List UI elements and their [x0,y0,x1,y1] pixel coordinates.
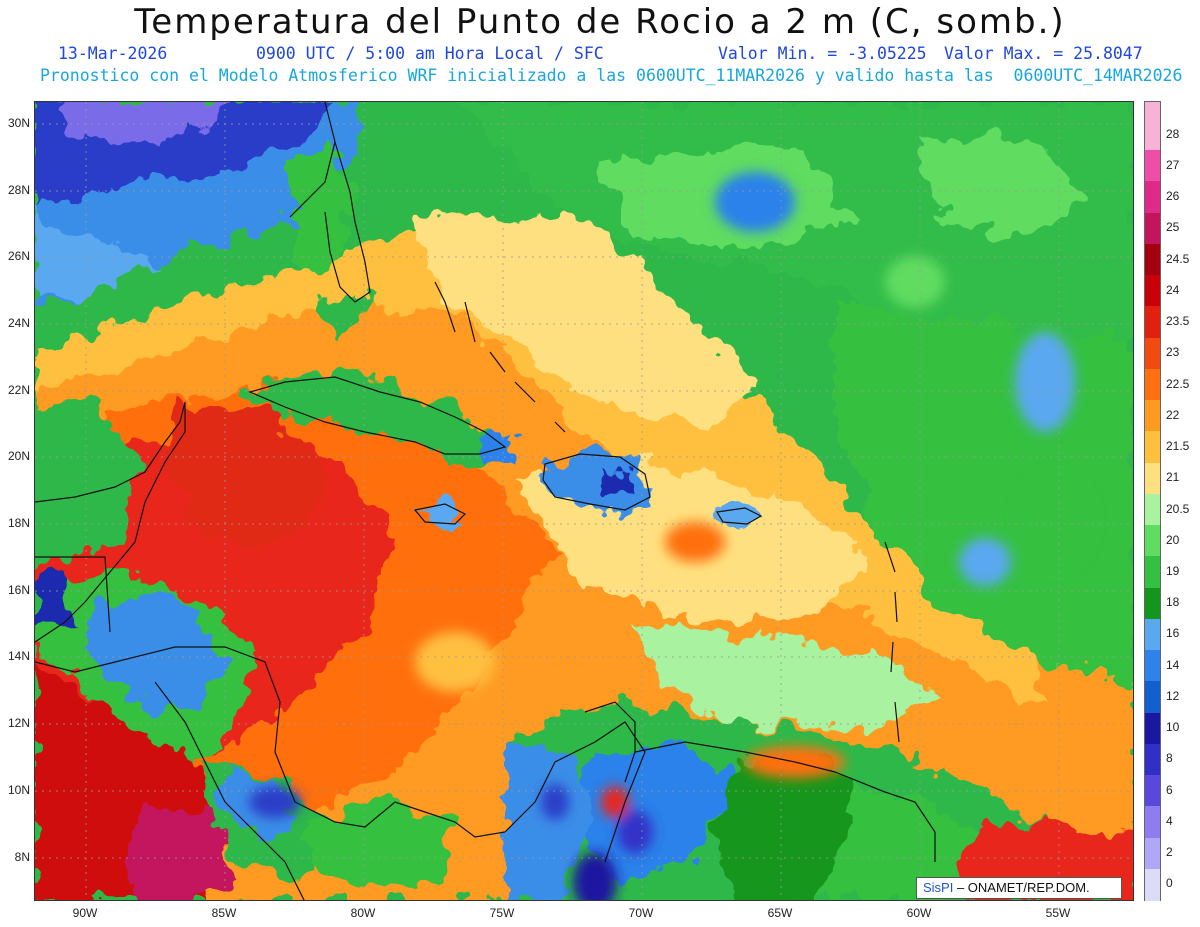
lon-label: 55W [1045,906,1071,920]
lon-label: 60W [906,906,932,920]
lat-label: 26N [7,249,30,263]
credit-box: SisPI – ONAMET/REP.DOM. [916,877,1122,899]
colorbar-label: 25 [1166,220,1180,235]
colorbar-label: 0 [1166,876,1173,891]
colorbar-segment [1145,650,1160,682]
colorbar-label: 26 [1166,189,1180,204]
map-title: Temperatura del Punto de Rocio a 2 m (C,… [134,2,1066,42]
lat-label: 18N [7,516,30,530]
dewpoint-field [35,102,1133,900]
colorbar-segment [1145,618,1160,651]
lat-label: 28N [7,183,30,197]
lat-label: 20N [7,449,30,463]
colorbar-label: 18 [1166,595,1180,610]
lat-label: 12N [7,716,30,730]
lat-lon-grid [35,102,1133,900]
lat-label: 10N [7,783,30,797]
colorbar-segment [1145,306,1160,339]
colorbar-segment [1145,181,1160,214]
lat-label: 24N [7,316,30,330]
map-canvas [35,102,1133,900]
min-value: Valor Min. = -3.05225 [718,44,927,63]
colorbar-label: 12 [1166,688,1180,703]
colorbar-label: 10 [1166,720,1180,735]
lat-label: 22N [7,383,30,397]
colorbar-label: 4 [1166,813,1173,828]
lon-label: 70W [628,906,654,920]
lon-label: 90W [72,906,98,920]
detail-blotches [249,172,1095,900]
colorbar-segment [1145,119,1160,151]
colorbar-segment [1145,275,1160,308]
colorbar-top-segment [1145,102,1160,119]
colorbar-label: 23 [1166,345,1180,360]
lon-label: 80W [350,906,376,920]
dewpoint-map [34,101,1134,901]
credit-org: – ONAMET/REP.DOM. [956,880,1090,895]
colorbar-segment [1145,556,1160,589]
colorbar-label: 24.5 [1166,251,1190,266]
colorbar-segment [1145,212,1160,245]
colorbar-segment [1145,806,1160,839]
colorbar-segment [1145,462,1160,495]
colorbar-label: 21.5 [1166,439,1190,454]
colorbar-segment [1145,712,1160,745]
colorbar-segment [1145,493,1160,526]
colorbar-segment [1145,243,1160,276]
colorbar-label: 19 [1166,563,1180,578]
colorbar-label: 27 [1166,157,1180,172]
lat-label: 16N [7,583,30,597]
colorbar-label: 20.5 [1166,501,1190,516]
colorbar-segment [1145,837,1160,870]
colorbar-label: 20 [1166,532,1180,547]
colorbar-segment [1145,868,1160,901]
lon-label: 65W [767,906,793,920]
valid-time: 0900 UTC / 5:00 am Hora Local / SFC [256,44,604,63]
colorbar-label: 6 [1166,782,1173,797]
colorbar-label: 23.5 [1166,314,1190,329]
colorbar-label: 8 [1166,751,1173,766]
max-value: Valor Max. = 25.8047 [944,44,1143,63]
colorbar-segment [1145,681,1160,714]
lon-label: 85W [211,906,237,920]
colorbar-segment [1145,525,1160,557]
colorbar-segment [1145,337,1160,370]
colorbar-label: 2 [1166,845,1173,860]
colorbar-segment [1145,775,1160,807]
colorbar-label: 22 [1166,407,1180,422]
colorbar-segment [1145,400,1160,432]
colorbar-label: 21 [1166,470,1180,485]
sispi-logo: SisPI [923,880,954,895]
colorbar-segment [1145,150,1160,183]
colorbar-segment [1145,743,1160,776]
colorbar-segment [1145,431,1160,464]
valid-date: 13-Mar-2026 [58,44,168,63]
colorbar-label: 24 [1166,282,1180,297]
lat-label: 14N [7,649,30,663]
coastlines [35,102,936,900]
lat-label: 30N [7,116,30,130]
colorbar-segment [1145,587,1160,620]
lon-label: 75W [489,906,515,920]
colorbar-label: 16 [1166,626,1180,641]
lat-label: 8N [14,850,30,864]
colorbar-label: 28 [1166,126,1180,141]
colorbar [1144,101,1161,901]
colorbar-label: 22.5 [1166,376,1190,391]
colorbar-segment [1145,368,1160,401]
colorbar-label: 14 [1166,657,1180,672]
forecast-info: Pronostico con el Modelo Atmosferico WRF… [40,66,1183,85]
